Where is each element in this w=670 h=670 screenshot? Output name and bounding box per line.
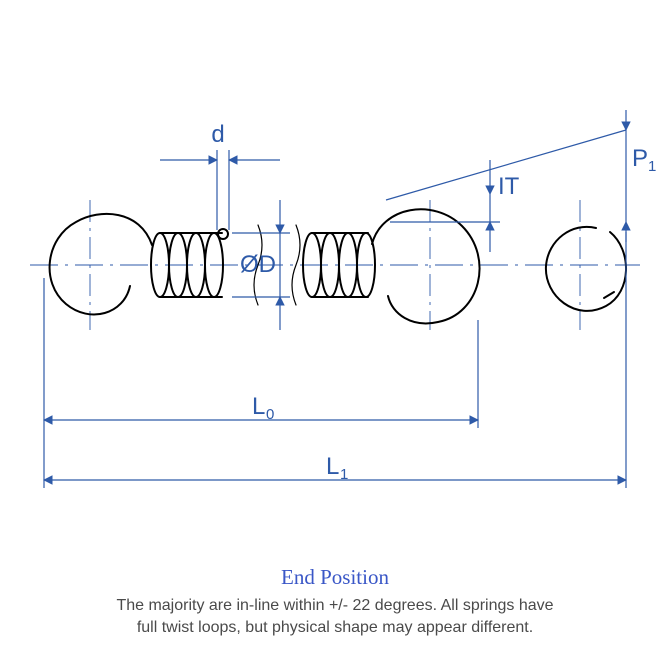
svg-text:L: L [252, 393, 265, 420]
svg-text:1: 1 [340, 466, 348, 483]
svg-text:1: 1 [648, 158, 656, 175]
caption-body: The majority are in-line within +/- 22 d… [0, 595, 670, 638]
svg-text:0: 0 [266, 406, 274, 423]
label-L0: L 0 [252, 393, 274, 423]
label-D: ØD [240, 251, 276, 278]
dimensions: d ØD L 0 L 1 IT [44, 110, 656, 488]
svg-text:L: L [326, 453, 339, 480]
caption-title: End Position [0, 565, 670, 590]
label-P1: P 1 [632, 145, 656, 175]
spring-outline [50, 209, 626, 323]
svg-text:P: P [632, 145, 648, 172]
caption-line1: The majority are in-line within +/- 22 d… [116, 597, 553, 614]
caption-line2: full twist loops, but physical shape may… [137, 619, 533, 636]
label-d: d [211, 121, 224, 148]
label-L1: L 1 [326, 453, 348, 483]
caption-title-text: End Position [281, 565, 389, 589]
label-IT: IT [498, 173, 520, 200]
